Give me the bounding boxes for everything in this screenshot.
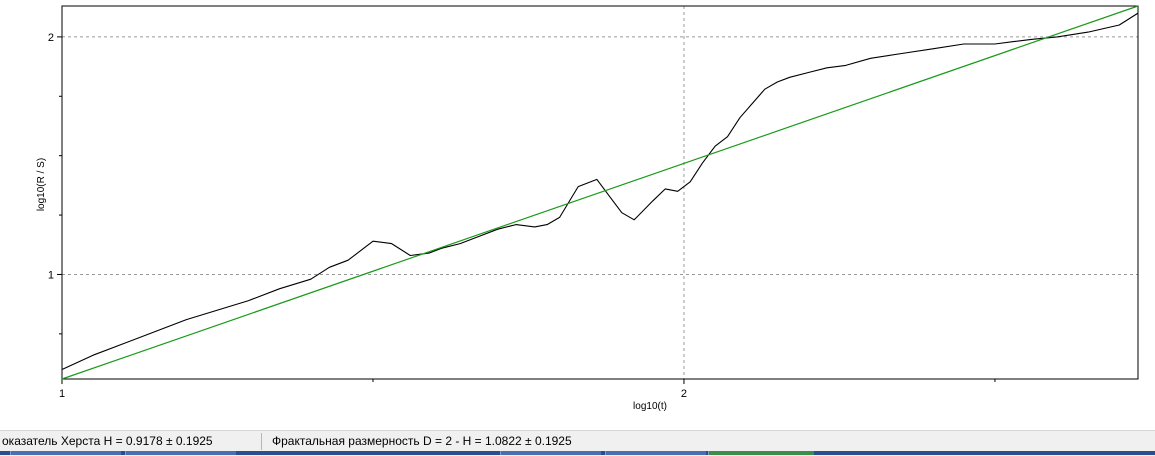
y-tick-label: 1 xyxy=(48,269,54,281)
taskbar-button[interactable] xyxy=(708,451,814,455)
hurst-exponent-text: оказатель Херста H = 0.9178 ± 0.1925 xyxy=(2,434,213,448)
x-axis-label: log10(t) xyxy=(633,401,667,412)
taskbar-button[interactable] xyxy=(125,451,236,455)
taskbar-button[interactable] xyxy=(500,451,601,455)
x-tick-label: 1 xyxy=(59,388,65,400)
fit-line xyxy=(61,5,1139,380)
rs-chart: 1 2 1 2 log10(t) log10(R / S) xyxy=(36,5,1139,412)
fractal-dimension-status: Фрактальная размерность D = 2 - H = 1.08… xyxy=(268,433,772,450)
taskbar-button[interactable] xyxy=(605,451,706,455)
y-tick-label: 2 xyxy=(48,32,54,44)
hurst-exponent-status: оказатель Херста H = 0.9178 ± 0.1925 xyxy=(0,433,262,450)
x-tick-label: 2 xyxy=(681,388,687,400)
y-axis-label: log10(R / S) xyxy=(36,158,47,211)
chart-area: 1 2 1 2 log10(t) log10(R / S) xyxy=(36,5,1139,412)
taskbar xyxy=(0,451,1155,455)
taskbar-button[interactable] xyxy=(10,451,121,455)
rs-data-line xyxy=(61,12,1139,370)
plot-frame xyxy=(61,5,1139,380)
fractal-dimension-text: Фрактальная размерность D = 2 - H = 1.08… xyxy=(272,434,572,448)
